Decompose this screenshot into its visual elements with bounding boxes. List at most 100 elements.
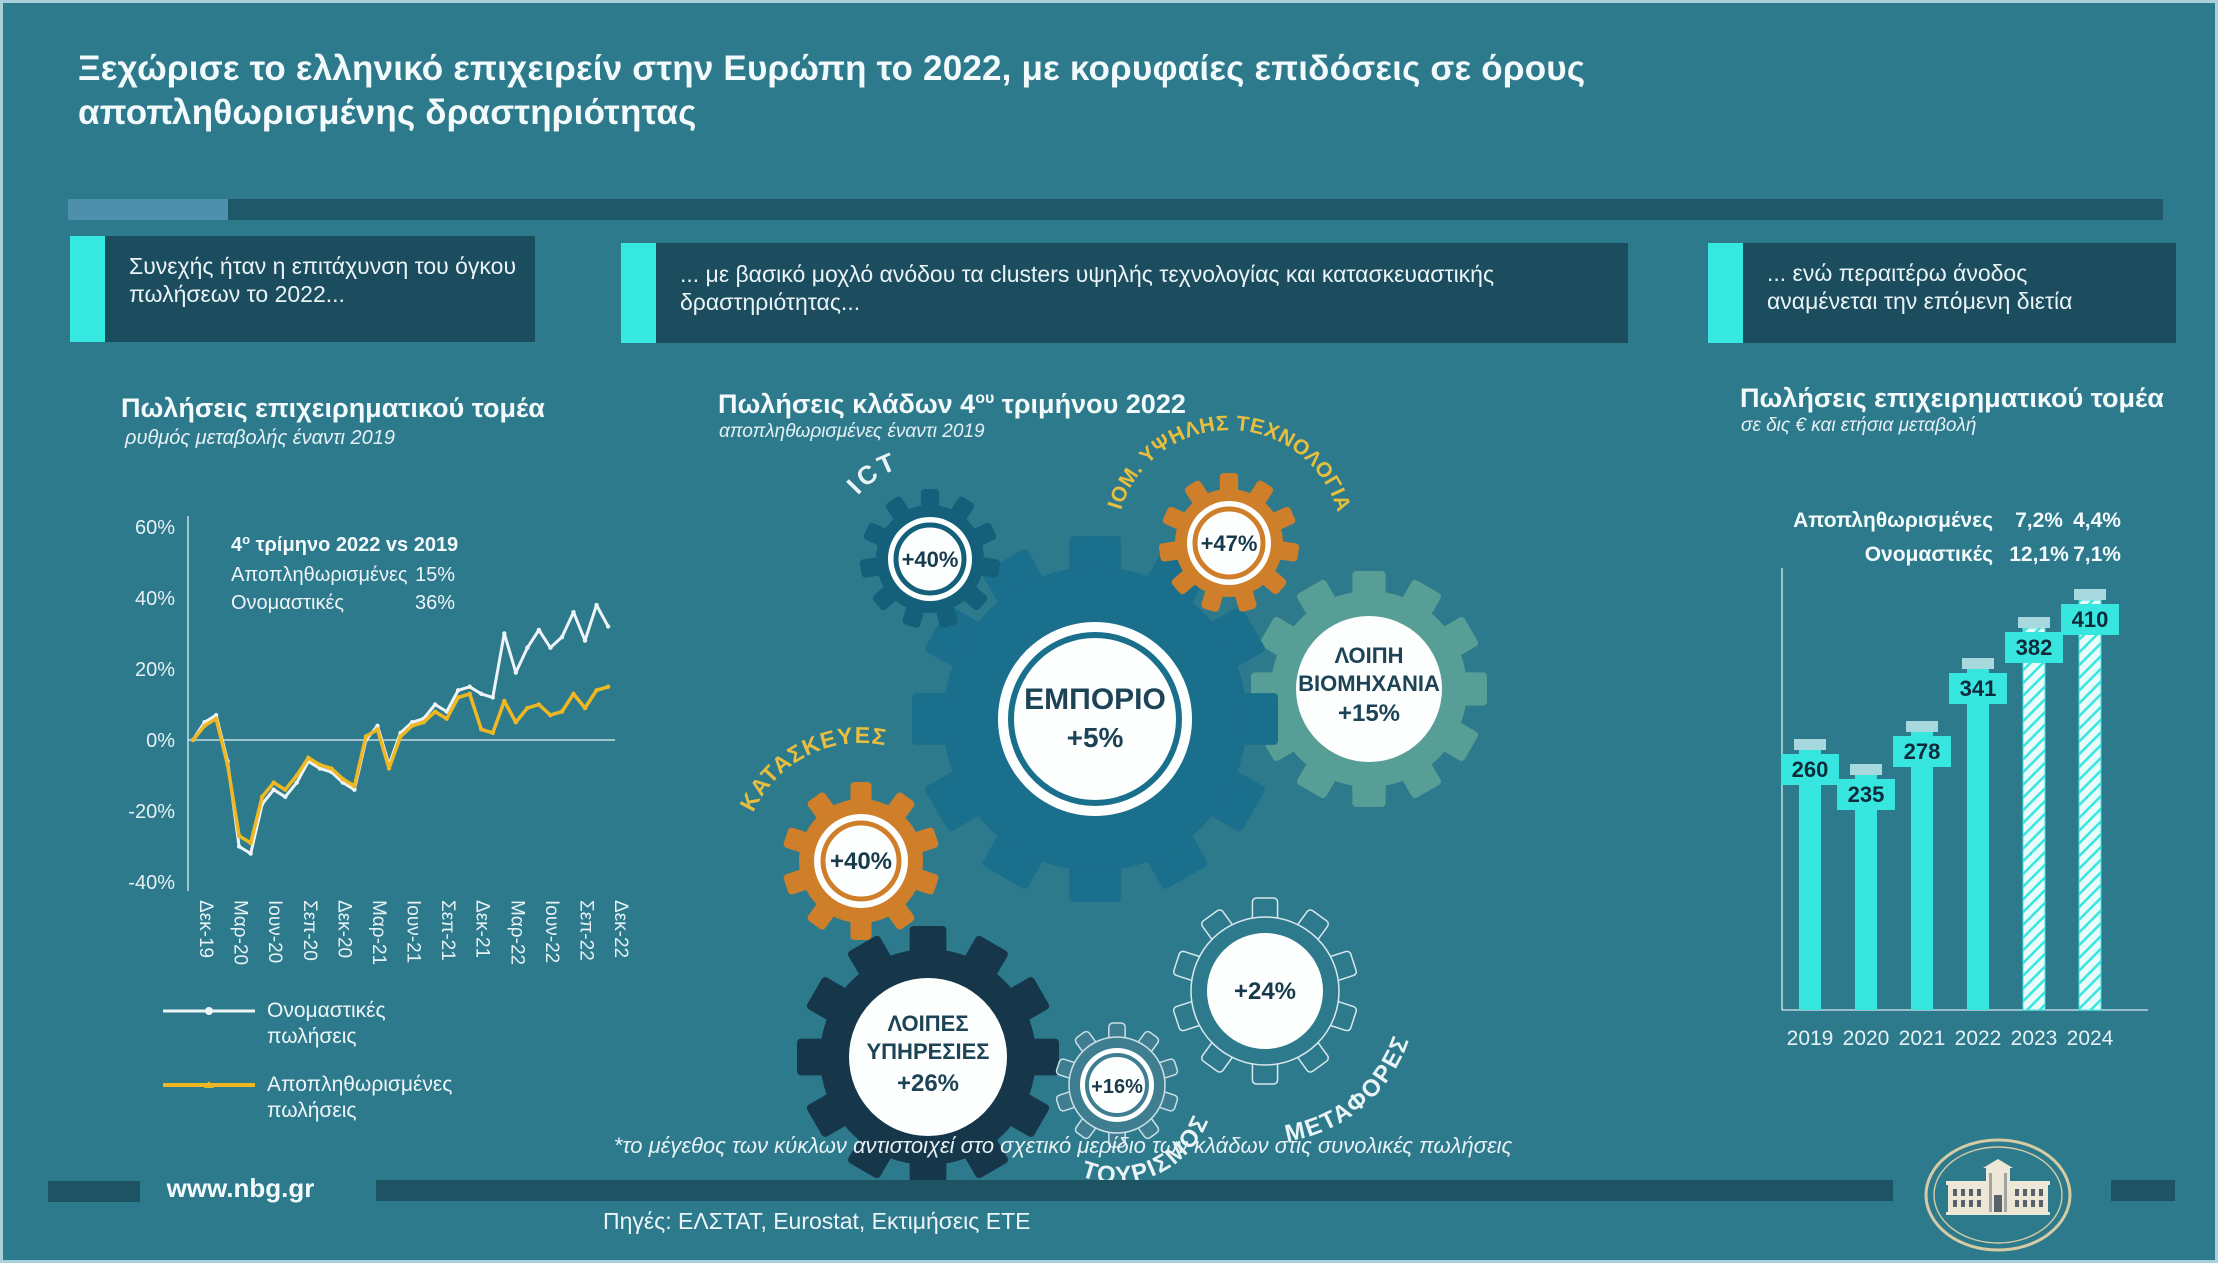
data-point-marker [444,709,449,714]
gear-center-ring [820,820,902,902]
data-point-marker [283,787,288,792]
data-point-marker [363,734,369,739]
bar-2019 [1799,750,1821,1010]
gear-center-disc [888,517,972,601]
gear-center-disc [849,978,1007,1136]
gear-center-text: +26% [897,1070,959,1097]
gear-value-text: +40% [902,547,959,572]
data-point-marker [248,840,253,846]
nominal-line-marker-icon [163,1007,255,1015]
callout-text: Συνεχής ήταν η επιτάχυνση του όγκου πωλή… [129,253,517,307]
annotation-row-value: 15% [415,564,455,586]
x-tick-label: Ιουν-21 [403,900,424,963]
bar-category-label: 2021 [1899,1027,1946,1050]
data-point-marker [213,712,219,718]
line-chart-legend: Ονομαστικές πωλήσεις Αποπληθωρισμένες πω… [163,998,493,1146]
bar-2022 [1967,669,1989,1010]
data-point-marker [225,762,230,768]
x-tick-label: Δεκ-22 [610,900,631,958]
gear-center-text: +15% [1338,700,1400,727]
data-point-marker [432,709,438,714]
gear-size-footnote: *το μέγεθος των κύκλων αντιστοιχεί στο σ… [613,1133,1513,1158]
gear-center-text: ΥΠΗΡΕΣΙΕΣ [867,1039,990,1064]
gear-center-disc [998,622,1192,816]
bar-annotation-label: Αποπληθωρισμένες [1793,509,1993,532]
middle-title-sup: ου [975,390,995,407]
data-point-marker [605,624,611,629]
gear-center-disc [1207,933,1323,1049]
legend-label-deflated: Αποπληθωρισμένες πωλήσεις [267,1073,453,1122]
data-point-marker [386,766,392,771]
bar-category-label: 2023 [2011,1027,2058,1050]
bar-annotation-label: Ονομαστικές [1865,543,1993,566]
bar-value-box [2005,632,2063,663]
middle-chart-title: Πωλήσεις κλάδων 4ου τριμήνου 2022 [718,389,1186,420]
bar-category-label: 2022 [1955,1027,2002,1050]
bar-value-label: 410 [2072,607,2109,632]
annotation-title: 4ο τρίμηνο 2022 vs 2019 [231,532,458,556]
gear-curved-label: ICT [841,446,903,500]
x-tick-label: Σεπ-21 [437,900,458,961]
bar-value-box [1781,754,1839,785]
data-point-marker [421,720,426,725]
data-point-marker [248,851,253,856]
gear-value-text: +24% [1234,978,1296,1005]
middle-title-pre: Πωλήσεις κλάδων 4 [718,389,976,419]
gear-center-disc [1187,501,1271,585]
gear-center-text: ΕΜΠΟΡΙΟ [1024,683,1166,716]
tspan-shape: τρίμηνο 2022 vs 2019 [250,534,458,556]
data-point-marker [375,727,380,732]
x-tick-label: Σεπ-22 [575,900,596,961]
data-point-marker [479,727,484,732]
data-point-marker [594,688,599,693]
data-point-marker [467,684,472,689]
data-point-marker [594,602,599,608]
data-point-marker [317,762,323,768]
data-point-marker [317,766,323,771]
data-point-marker [455,695,461,700]
gear-loipi_biomixania: ΛΟΙΠΗ ΒΙΟΜΗΧΑΝΙΑ +15% [1251,571,1487,807]
page-title-line2: αποπληθωρισμένης δραστηριότητας [78,93,697,132]
gear-biom_ypsilis: +47% [1158,473,1300,612]
gear-center-text: ΒΙΟΜΗΧΑΝΙΑ [1298,671,1440,696]
data-point-marker [502,698,507,704]
data-point-marker [236,844,242,849]
deflated-line-marker-icon [163,1081,255,1088]
data-point-marker [202,723,207,728]
gear-value-text: +47% [1201,531,1258,556]
data-point-marker [271,780,276,785]
x-tick-label: Ιουν-20 [264,900,285,963]
bar-category-label: 2019 [1787,1027,1834,1050]
bar-annotation-2023: 12,1% [2009,543,2069,566]
callout-accent-bar [70,236,105,342]
data-point-marker [479,691,484,697]
nbg-website-link[interactable]: www.nbg.gr [166,1173,315,1203]
annotation-row-label: Ονομαστικές [231,592,344,614]
gear-center-disc [1080,1048,1154,1122]
gear-center-ring [1008,632,1182,806]
bar-cap [1794,739,1826,750]
callout-accent-bar [621,243,656,343]
callout-sales-acceleration: Συνεχής ήταν η επιτάχυνση του όγκου πωλή… [70,236,535,342]
sales-line-chart: 60% 40% 20% 0% -20% -40% Δεκ-19 Μαρ-20 Ιουν-20 Σε… [128,516,631,965]
gear-center-ring [1085,1053,1149,1117]
data-point-marker [294,780,299,785]
data-point-marker [329,766,334,771]
data-point-marker [513,670,519,675]
y-tick-label: 40% [135,588,175,610]
data-point-marker [571,610,576,615]
y-tick-label: -40% [128,872,175,894]
data-point-marker [559,634,565,640]
gear-kataskeves: +40% [783,782,939,940]
x-tick-label: Ιουν-22 [541,900,562,963]
bar-2021 [1911,732,1933,1010]
x-tick-label: Μαρ-21 [368,900,389,965]
x-tick-label: Δεκ-20 [333,900,354,958]
data-point-marker [432,702,438,707]
logo-inner-ring [1933,1146,2063,1244]
bar-value-box [2061,604,2119,635]
y-tick-label: 20% [135,659,175,681]
page-title-line1: Ξεχώρισε το ελληνικό επιχειρείν στην Ευρ… [78,49,1586,88]
bar-value-box [1837,779,1895,810]
